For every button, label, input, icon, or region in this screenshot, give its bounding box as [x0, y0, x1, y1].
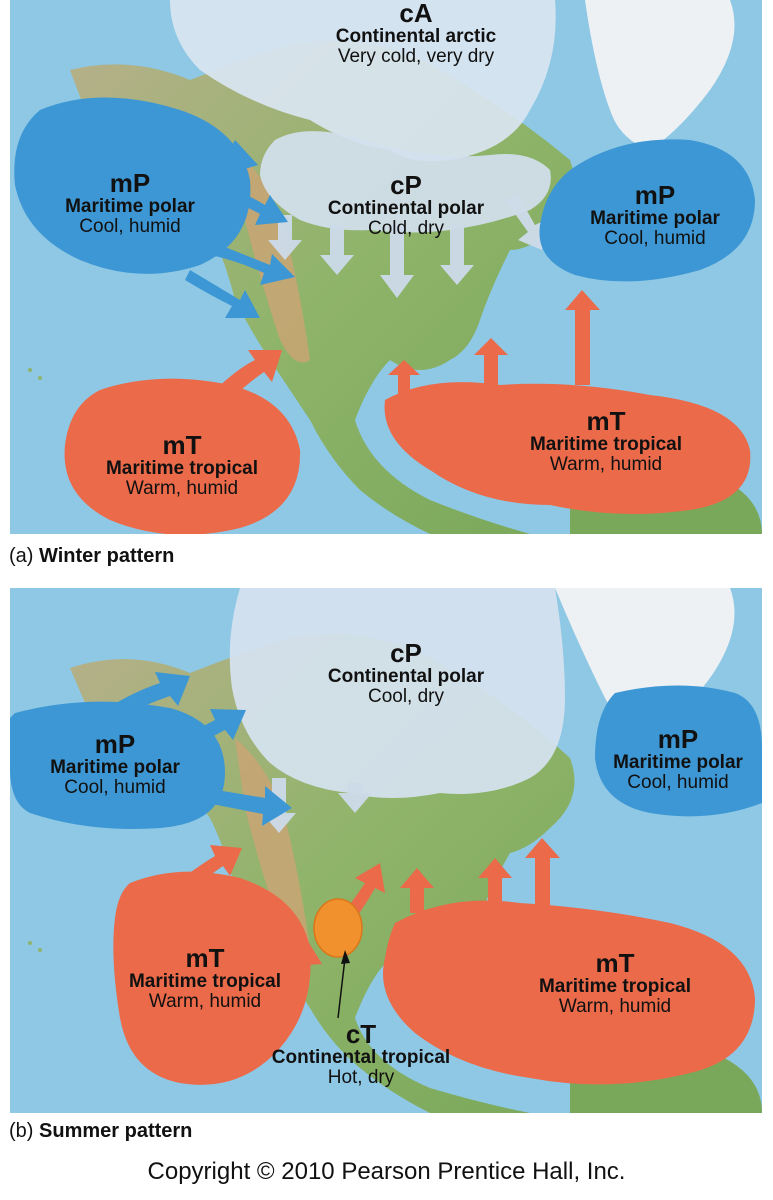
summer-mt-pacific-code: mT — [185, 943, 225, 973]
winter-caption-prefix: (a) — [9, 545, 34, 567]
hawaii — [28, 941, 32, 945]
mp-pacific-label: mP Maritime polar Cool, humid — [30, 168, 230, 238]
summer-cp-desc: Cool, dry — [367, 686, 445, 708]
summer-map-panel: cP Continental polar Cool, dry mP Mariti… — [10, 588, 762, 1122]
summer-caption-title: Summer pattern — [39, 1120, 193, 1142]
mt-gulf-arrows — [340, 838, 560, 926]
cp-name: Continental polar — [327, 198, 485, 220]
winter-caption: (a) Winter pattern — [9, 545, 174, 568]
summer-mt-gulf-desc: Warm, humid — [558, 996, 672, 1018]
summer-mp-pacific-code: mP — [94, 729, 136, 759]
mt-pacific-desc: Warm, humid — [125, 478, 239, 500]
mt-gulf-arrows — [388, 290, 600, 395]
mt-gulf-code: mT — [586, 406, 626, 436]
summer-map — [10, 588, 762, 1113]
summer-mp-atlantic-name: Maritime polar — [613, 752, 743, 774]
mt-pacific-arrows — [170, 845, 322, 966]
mt-gulf-label: mT Maritime tropical Warm, humid — [496, 406, 716, 476]
hawaii — [28, 368, 32, 372]
summer-caption: (b) Summer pattern — [9, 1120, 192, 1143]
maritime-polar-atlantic-air-mass — [539, 139, 755, 282]
cp-label: cP Continental polar Cold, dry — [276, 170, 536, 240]
summer-mt-pacific-label: mT Maritime tropical Warm, humid — [105, 943, 305, 1013]
winter-map-panel: cA Continental arctic Very cold, very dr… — [10, 0, 762, 534]
summer-mp-atlantic-label: mP Maritime polar Cool, humid — [578, 724, 762, 794]
mp-atlantic-code: mP — [634, 180, 676, 210]
cp-arrows — [268, 195, 545, 298]
summer-cp-code: cP — [390, 638, 422, 668]
summer-cp-label: cP Continental polar Cool, dry — [276, 638, 536, 708]
mp-atlantic-desc: Cool, humid — [604, 228, 706, 250]
continental-tropical-air-mass — [313, 898, 363, 958]
summer-mt-pacific-name: Maritime tropical — [128, 971, 282, 993]
summer-mp-pacific-name: Maritime polar — [50, 757, 180, 779]
summer-mp-atlantic-code: mP — [657, 724, 699, 754]
maritime-tropical-pacific-air-mass — [113, 871, 311, 1085]
summer-mp-pacific-desc: Cool, humid — [64, 777, 166, 799]
cp-code: cP — [390, 170, 422, 200]
mt-pacific-arrow — [210, 350, 282, 405]
mt-gulf-name: Maritime tropical — [529, 434, 683, 456]
copyright-notice: Copyright © 2010 Pearson Prentice Hall, … — [147, 1158, 626, 1185]
mt-pacific-label: mT Maritime tropical Warm, humid — [82, 430, 282, 500]
ct-pointer-line — [337, 957, 346, 1019]
hawaii — [38, 948, 42, 952]
winter-map — [10, 0, 762, 534]
winter-caption-title: Winter pattern — [39, 545, 175, 567]
mp-pacific-code: mP — [109, 168, 151, 198]
maritime-tropical-gulf-air-mass — [384, 382, 751, 514]
summer-cp-name: Continental polar — [327, 666, 485, 688]
summer-ct-desc: Hot, dry — [327, 1067, 395, 1089]
continental-polar-air-mass — [260, 131, 551, 233]
mp-pacific-desc: Cool, humid — [79, 216, 181, 238]
maritime-tropical-gulf-air-mass — [383, 900, 755, 1085]
summer-ct-label: cT Continental tropical Hot, dry — [246, 1019, 476, 1089]
summer-caption-prefix: (b) — [9, 1120, 34, 1142]
mp-atlantic-name: Maritime polar — [590, 208, 720, 230]
summer-mt-gulf-name: Maritime tropical — [538, 976, 692, 998]
ca-desc: Very cold, very dry — [337, 46, 495, 68]
summer-ct-name: Continental tropical — [271, 1047, 451, 1069]
summer-ct-code: cT — [345, 1019, 377, 1049]
mp-atlantic-label: mP Maritime polar Cool, humid — [555, 180, 755, 250]
mt-gulf-desc: Warm, humid — [549, 454, 663, 476]
ca-name: Continental arctic — [335, 26, 497, 48]
ct-pointer-arrowhead — [341, 950, 350, 964]
mt-pacific-name: Maritime tropical — [105, 458, 259, 480]
maritime-polar-pacific-air-mass — [10, 701, 225, 829]
mp-pacific-arrows — [100, 672, 292, 826]
summer-mp-atlantic-desc: Cool, humid — [627, 772, 729, 794]
greenland — [585, 0, 735, 150]
summer-mp-pacific-label: mP Maritime polar Cool, humid — [15, 729, 215, 799]
continental-polar-air-mass — [229, 588, 566, 798]
ca-code: cA — [399, 0, 433, 28]
mp-pacific-arrows — [160, 135, 295, 318]
mp-pacific-name: Maritime polar — [65, 196, 195, 218]
ca-label: cA Continental arctic Very cold, very dr… — [286, 0, 546, 67]
rocky-mountains — [235, 738, 310, 951]
summer-mt-gulf-code: mT — [595, 948, 635, 978]
mt-pacific-code: mT — [162, 430, 202, 460]
maritime-polar-atlantic-air-mass — [595, 685, 762, 817]
cp-desc: Cold, dry — [367, 218, 445, 240]
continental-arctic-air-mass — [170, 0, 556, 162]
hawaii — [38, 376, 42, 380]
maritime-tropical-pacific-air-mass — [64, 378, 301, 534]
summer-mt-gulf-label: mT Maritime tropical Warm, humid — [510, 948, 720, 1018]
summer-mt-pacific-desc: Warm, humid — [148, 991, 262, 1013]
